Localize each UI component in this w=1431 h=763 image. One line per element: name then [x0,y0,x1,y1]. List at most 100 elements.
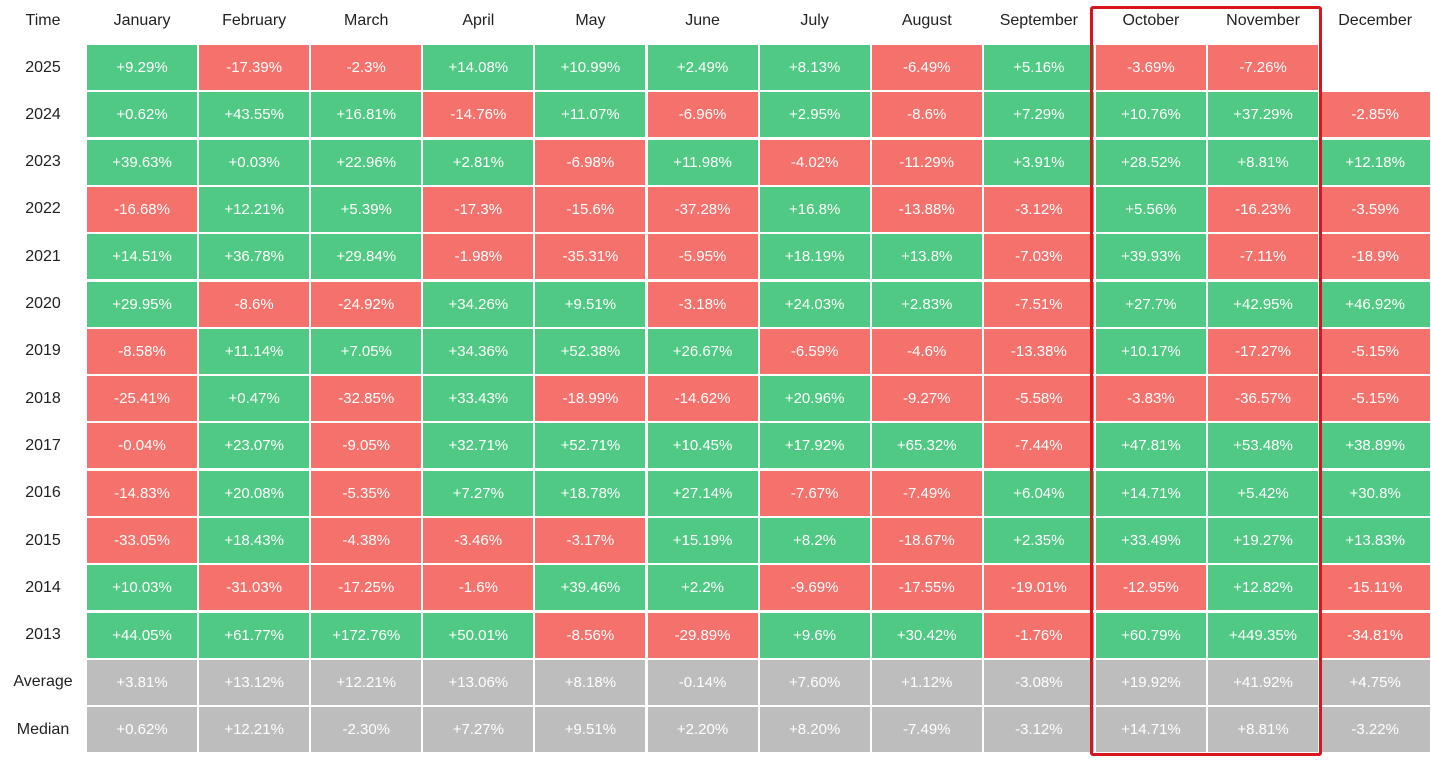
heatmap-cell: -16.68% [87,186,198,232]
heatmap-cell: -8.56% [535,612,646,658]
heatmap-cell: +14.71% [1095,470,1206,516]
heatmap-cell: -14.76% [423,92,534,138]
row-label-2023: 2023 [25,153,61,171]
heatmap-cell: +12.21% [199,707,310,753]
heatmap-cell: -3.83% [1095,376,1206,422]
heatmap-cell: -7.44% [983,423,1094,469]
heatmap-cell: -1.6% [423,565,534,611]
heatmap-cell: +8.20% [759,707,870,753]
heatmap-cell: +22.96% [311,139,422,185]
heatmap-cell: +11.14% [199,328,310,374]
heatmap-cell: +2.81% [423,139,534,185]
heatmap-cell: +2.83% [871,281,982,327]
heatmap-cell: +7.27% [423,470,534,516]
heatmap-cell: +60.79% [1095,612,1206,658]
heatmap-cell: -12.95% [1095,565,1206,611]
heatmap-cell: -9.27% [871,376,982,422]
heatmap-cell: -7.67% [759,470,870,516]
heatmap-cell: +449.35% [1208,612,1319,658]
heatmap-cell: +18.43% [199,518,310,563]
heatmap-cell: +9.51% [535,707,646,753]
row-label-2014: 2014 [25,578,61,596]
heatmap-cell: +10.03% [87,565,198,611]
heatmap-cell: -7.49% [871,470,982,516]
heatmap-cell: -7.51% [983,281,1094,327]
heatmap-cell: +19.92% [1095,659,1206,705]
heatmap-cell: -9.69% [759,565,870,611]
heatmap-cell: -18.67% [871,518,982,563]
heatmap-cell: -25.41% [87,376,198,422]
heatmap-cell: +43.55% [199,92,310,138]
heatmap-cell: +52.38% [535,328,646,374]
heatmap-cell: -18.99% [535,376,646,422]
column-header-november: November [1226,12,1300,29]
heatmap-cell: +42.95% [1208,281,1319,327]
heatmap-cell: +6.04% [983,470,1094,516]
heatmap-cell: +13.12% [199,659,310,705]
heatmap-cell: -24.92% [311,281,422,327]
heatmap-cell: +39.46% [535,565,646,611]
heatmap-cell: +24.03% [759,281,870,327]
row-label-2024: 2024 [25,105,61,123]
row-label-2013: 2013 [25,626,61,644]
heatmap-cell: +1.12% [871,659,982,705]
heatmap-cell: +36.78% [199,234,310,280]
heatmap-cell: -4.38% [311,518,422,563]
heatmap-cell: -7.11% [1208,234,1319,280]
heatmap-cell: -3.69% [1095,45,1206,90]
heatmap-cell: +3.81% [87,659,198,705]
heatmap-cell: -3.08% [983,659,1094,705]
heatmap-cell: +2.2% [647,565,758,611]
heatmap-cell: +27.7% [1095,281,1206,327]
heatmap-cell: +12.18% [1320,139,1431,185]
heatmap-cell: -14.62% [647,376,758,422]
row-label-2017: 2017 [25,436,61,454]
heatmap-cell: +39.93% [1095,234,1206,280]
heatmap-cell: +5.39% [311,186,422,232]
heatmap-cell: +61.77% [199,612,310,658]
row-label-2025: 2025 [25,58,61,76]
heatmap-cell: +30.8% [1320,470,1431,516]
heatmap-cell: +10.17% [1095,328,1206,374]
heatmap-cell: +14.51% [87,234,198,280]
heatmap-cell: +16.81% [311,92,422,138]
heatmap-cell: -7.49% [871,707,982,753]
heatmap-cell: +41.92% [1208,659,1319,705]
heatmap-cell: +5.42% [1208,470,1319,516]
heatmap-cell: +11.98% [647,139,758,185]
heatmap-cell: +16.8% [759,186,870,232]
heatmap-cell: -2.3% [311,45,422,90]
heatmap-cell: +13.8% [871,234,982,280]
heatmap-cell: -3.12% [983,186,1094,232]
heatmap-cell: +29.84% [311,234,422,280]
heatmap-cell: -29.89% [647,612,758,658]
heatmap-cell: +2.95% [759,92,870,138]
heatmap-cell: -5.95% [647,234,758,280]
heatmap-cell: +44.05% [87,612,198,658]
heatmap-cell: -37.28% [647,186,758,232]
heatmap-cell: +32.71% [423,423,534,469]
row-label-2016: 2016 [25,484,61,502]
heatmap-cell: -2.85% [1320,92,1431,138]
column-header-january: January [113,12,171,29]
heatmap-cell: -3.17% [535,518,646,563]
heatmap-cell: +4.75% [1320,659,1431,705]
heatmap-cell: -13.38% [983,328,1094,374]
heatmap-cell: -14.83% [87,470,198,516]
heatmap-cell: +12.21% [311,659,422,705]
column-header-september: September [999,12,1078,29]
row-label-2018: 2018 [25,389,61,407]
heatmap-cell: -7.26% [1208,45,1319,90]
heatmap-cell: +5.56% [1095,186,1206,232]
heatmap-cell: +0.03% [199,139,310,185]
heatmap-cell: +10.99% [535,45,646,90]
heatmap-cell: +11.07% [535,92,646,138]
heatmap-cell: -17.39% [199,45,310,90]
heatmap-cell: -8.58% [87,328,198,374]
heatmap-cell: +38.89% [1320,423,1431,469]
heatmap-cell: +3.91% [983,139,1094,185]
column-header-may: May [575,12,606,29]
heatmap-cell: +9.29% [87,45,198,90]
heatmap-cell: -17.3% [423,186,534,232]
heatmap-cell: -0.14% [647,659,758,705]
